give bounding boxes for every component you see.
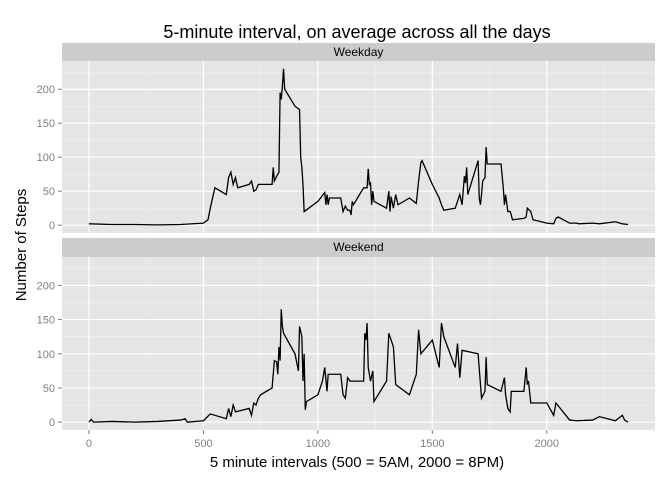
x-axis-label: 5 minute intervals (500 = 5AM, 2000 = 8P… — [210, 454, 504, 471]
x-tick-label: 500 — [194, 438, 212, 450]
y-tick-label: 0 — [49, 220, 55, 232]
y-tick-label: 0 — [49, 417, 55, 429]
y-tick-label: 200 — [37, 280, 55, 292]
strip — [62, 43, 655, 61]
x-tick-label: 2000 — [535, 438, 559, 450]
strip-label: Weekday — [334, 45, 384, 59]
y-tick-label: 200 — [37, 84, 55, 96]
chart-title: 5-minute interval, on average across all… — [163, 22, 550, 42]
y-tick-label: 50 — [43, 186, 55, 198]
y-tick-label: 100 — [37, 152, 55, 164]
x-tick-label: 0 — [86, 438, 92, 450]
y-tick-label: 100 — [37, 349, 55, 361]
y-axis-label: Number of Steps — [13, 189, 30, 302]
y-tick-label: 150 — [37, 118, 55, 130]
strip — [62, 238, 655, 257]
line — [88, 309, 629, 423]
x-tick-label: 1500 — [420, 438, 444, 450]
strip-label: Weekend — [333, 240, 383, 254]
panel — [62, 61, 655, 233]
y-tick-label: 150 — [37, 315, 55, 327]
y-tick-label: 50 — [43, 383, 55, 395]
x-tick-label: 1000 — [306, 438, 330, 450]
line — [88, 68, 629, 226]
panel — [62, 257, 655, 430]
